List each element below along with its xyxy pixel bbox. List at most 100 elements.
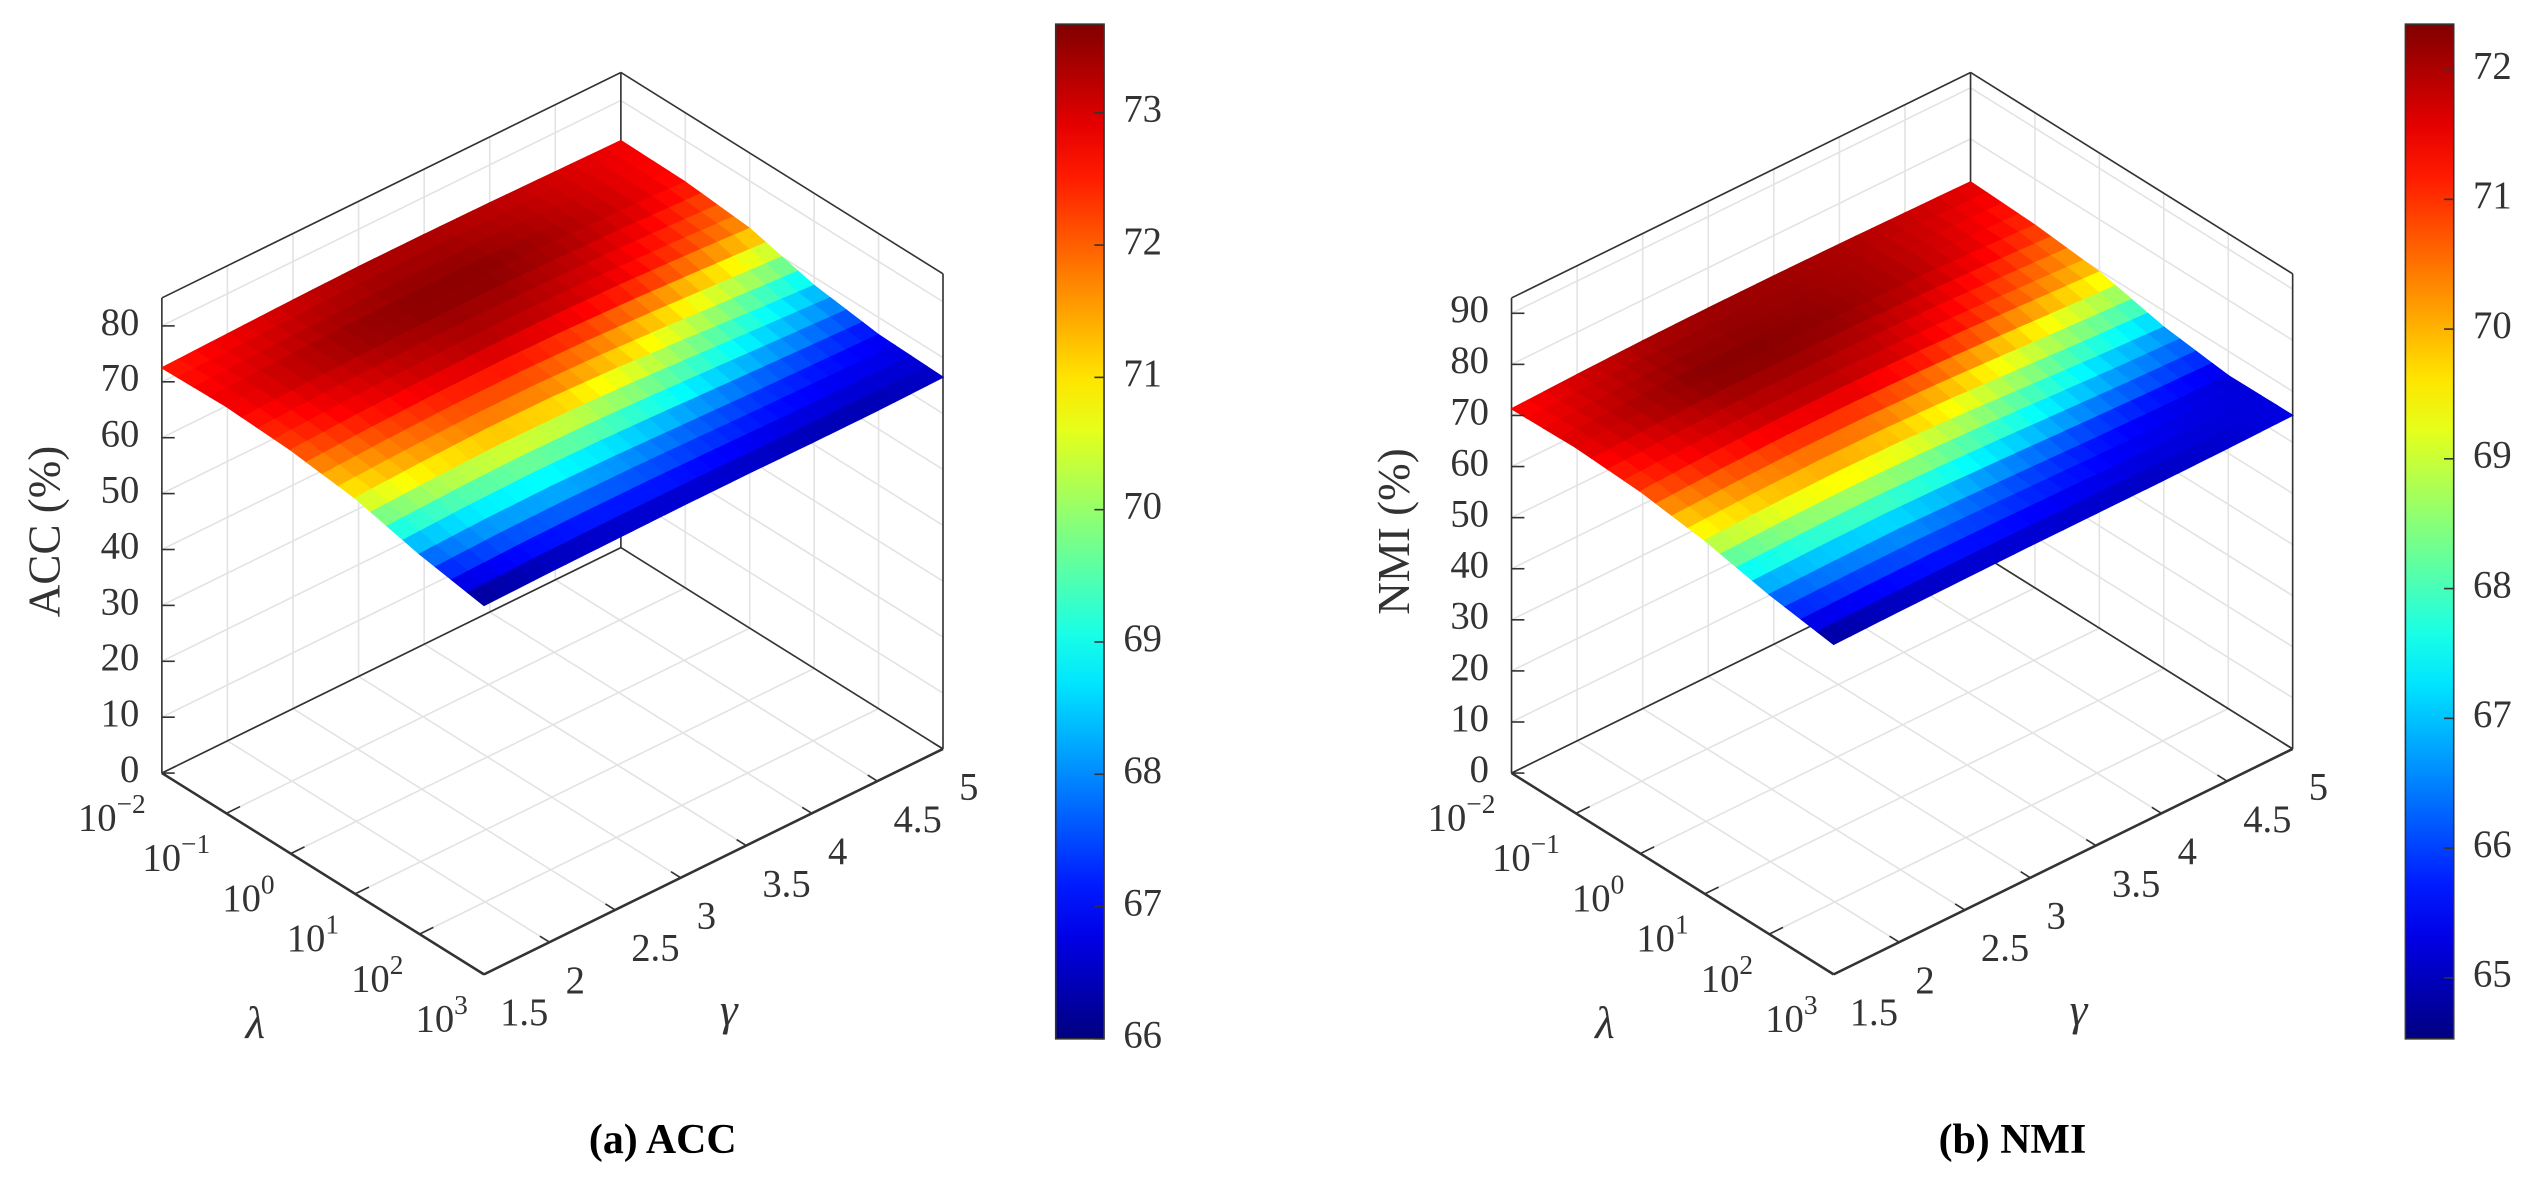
z-tick-label: 30	[101, 581, 140, 623]
y-tick-label: 2.5	[1981, 928, 2029, 970]
z-tick-label: 10	[1450, 698, 1489, 740]
y-tick	[2020, 871, 2031, 879]
x-tick	[1768, 926, 1784, 935]
colorbar-tick-label: 71	[2473, 175, 2512, 217]
z-tick-label: 20	[101, 637, 140, 679]
z-tick-label: 70	[1450, 391, 1489, 433]
grid-line	[1773, 643, 2097, 847]
grid-line	[1904, 579, 2228, 782]
grid-line	[1511, 87, 1971, 315]
colorbar	[2404, 23, 2455, 1040]
x-tick	[1511, 765, 1526, 774]
y-axis-label: γ	[2070, 985, 2089, 1035]
box-edge	[620, 71, 944, 275]
z-tick-label: 50	[1450, 494, 1489, 536]
box-edge	[1970, 71, 2294, 275]
x-tick	[483, 966, 499, 976]
box-edge	[620, 546, 944, 750]
grid-line	[1642, 707, 1966, 911]
y-tick	[2085, 838, 2097, 847]
box-edge	[161, 71, 622, 299]
z-tick-label: 40	[101, 525, 140, 567]
colorbar-tick-label: 70	[1123, 486, 1162, 528]
z-tick-label: 80	[1450, 340, 1489, 382]
y-axis-label: γ	[720, 985, 739, 1035]
colorbar-tick-label: 73	[1123, 89, 1162, 131]
x-tick-label: 100	[1572, 870, 1624, 920]
z-tick-label: 60	[1450, 442, 1489, 484]
y-tick	[2151, 806, 2162, 815]
z-tick-label: 20	[1450, 647, 1489, 689]
y-tick-label: 2	[566, 960, 585, 1002]
y-tick-label: 4.5	[2243, 799, 2291, 841]
colorbar-tick-label: 67	[2473, 694, 2512, 736]
y-tick-label: 4	[2178, 831, 2197, 873]
colorbar-tick-label: 68	[2473, 564, 2512, 606]
x-tick-label: 100	[222, 870, 274, 920]
z-tick-label: 40	[1450, 545, 1489, 587]
chart-title: (a) ACC	[589, 1117, 737, 1163]
y-tick	[867, 774, 878, 782]
x-axis-label: λ	[244, 998, 266, 1048]
x-tick-label: 10−2	[1428, 789, 1496, 839]
grid-line	[1575, 587, 2036, 815]
surface-patch	[1816, 622, 1852, 646]
y-tick-label: 3	[697, 896, 716, 938]
y-tick	[670, 871, 682, 879]
y-tick-label: 4	[828, 831, 847, 873]
x-axis	[161, 771, 485, 976]
grid-line	[227, 740, 550, 943]
grid-line	[1511, 138, 1971, 366]
y-tick	[736, 838, 747, 847]
colorbar-tick-label: 68	[1123, 750, 1162, 792]
colorbar	[1054, 23, 1105, 1040]
grid-line	[358, 675, 682, 879]
x-tick	[354, 886, 370, 895]
z-axis-label: ACC (%)	[19, 446, 69, 618]
x-tick-label: 103	[416, 991, 468, 1041]
x-tick-label: 10−1	[142, 829, 210, 879]
x-tick	[1704, 886, 1719, 895]
x-tick-label: 10−1	[1492, 829, 1560, 879]
y-tick	[932, 742, 944, 750]
z-tick-label: 80	[101, 302, 140, 344]
colorbar-tick-label: 67	[1123, 882, 1162, 924]
surface-patch	[466, 583, 502, 607]
y-tick-label: 5	[2309, 767, 2328, 809]
chart-title: (b) NMI	[1939, 1117, 2087, 1163]
y-tick	[801, 806, 813, 815]
z-tick-label: 50	[101, 469, 140, 511]
z-tick-label: 0	[120, 749, 139, 791]
z-tick-label: 0	[1470, 749, 1489, 791]
y-axis	[1833, 747, 2294, 976]
y-tick-label: 1.5	[500, 992, 548, 1034]
y-tick-label: 2	[1915, 960, 1934, 1002]
grid-line	[1838, 611, 2162, 815]
x-tick	[290, 846, 305, 855]
y-tick-label: 4.5	[894, 799, 942, 841]
grid-line	[1704, 667, 2165, 895]
z-tick-label: 30	[1450, 596, 1489, 638]
colorbar-tick-label: 70	[2473, 305, 2512, 347]
x-tick-label: 102	[351, 950, 403, 1000]
y-tick	[1954, 903, 1966, 911]
y-tick-label: 2.5	[631, 928, 679, 970]
grid-line	[1707, 675, 2031, 879]
grid-line	[1970, 138, 2294, 341]
y-tick	[2282, 742, 2294, 750]
z-tick-label: 60	[101, 414, 140, 456]
grid-line	[489, 611, 813, 815]
grid-line	[419, 707, 879, 935]
x-axis	[1510, 771, 1835, 976]
x-tick	[225, 805, 241, 815]
y-tick-label: 5	[959, 767, 978, 809]
z-tick-label: 70	[101, 358, 140, 400]
x-tick-label: 10−2	[78, 789, 146, 839]
x-tick-label: 103	[1765, 991, 1817, 1041]
x-tick-label: 101	[287, 910, 339, 960]
x-tick	[419, 926, 434, 935]
y-tick-label: 3.5	[762, 863, 810, 905]
